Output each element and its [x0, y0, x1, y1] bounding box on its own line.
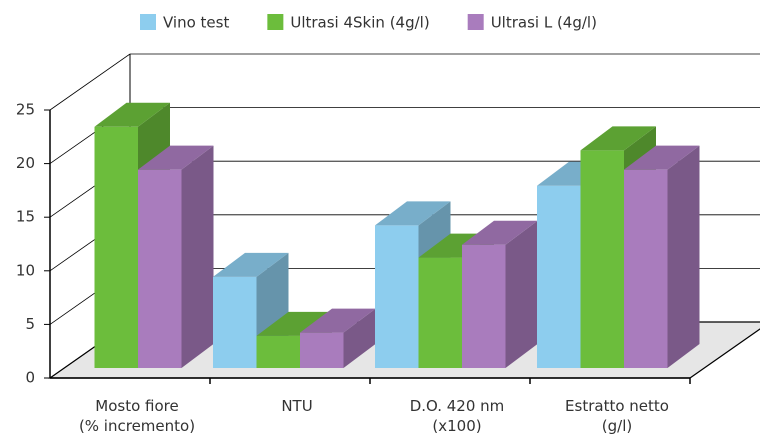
- bar-top: [256, 311, 332, 336]
- bar-side: [343, 308, 376, 368]
- y-tick-label: 20: [16, 154, 35, 172]
- legend-label: Ultrasi 4Skin (4g/l): [290, 14, 429, 32]
- bar-front: [138, 169, 182, 368]
- bar-front: [462, 244, 506, 368]
- y-tick-label: 25: [16, 101, 35, 119]
- bar-top: [300, 308, 376, 333]
- bar-front: [256, 335, 300, 368]
- y-tick-label: 0: [25, 369, 35, 387]
- x-tick-label: NTU: [281, 397, 313, 415]
- bar-top: [624, 145, 700, 170]
- bar-top: [580, 126, 656, 151]
- bar-side: [505, 220, 538, 368]
- x-tick-label: Estratto netto (g/l): [565, 397, 669, 435]
- bar-front: [580, 150, 624, 368]
- bar-front: [624, 169, 668, 368]
- grid-line: [49, 53, 131, 111]
- x-tick-label: D.O. 420 nm (x100): [409, 397, 505, 435]
- y-tick-label: 5: [25, 315, 35, 333]
- legend-label: Ultrasi L (4g/l): [491, 14, 597, 32]
- bar: [624, 145, 700, 368]
- bar-top: [375, 201, 451, 226]
- bar-front: [213, 276, 257, 368]
- y-tick-label: 10: [16, 261, 35, 279]
- bar-front: [375, 225, 419, 368]
- bar-front: [94, 126, 138, 368]
- x-tick-label: Mosto fiore (% incremento): [78, 397, 196, 435]
- y-tick-label: 15: [16, 208, 35, 226]
- bar-front: [418, 257, 462, 368]
- legend-swatch: [467, 14, 484, 30]
- bar-top: [213, 252, 289, 277]
- legend-swatch: [267, 14, 284, 30]
- bar-side: [667, 145, 700, 368]
- bar: [300, 308, 376, 368]
- legend-swatch: [140, 14, 156, 30]
- bar-side: [181, 145, 214, 368]
- bar: [138, 145, 214, 368]
- bar-front: [537, 185, 581, 368]
- bar-front: [300, 332, 344, 368]
- legend-label: Vino test: [163, 14, 229, 32]
- bar-top: [94, 102, 170, 127]
- bar-top: [138, 145, 214, 170]
- bar: [462, 220, 538, 368]
- bar-top: [462, 220, 538, 245]
